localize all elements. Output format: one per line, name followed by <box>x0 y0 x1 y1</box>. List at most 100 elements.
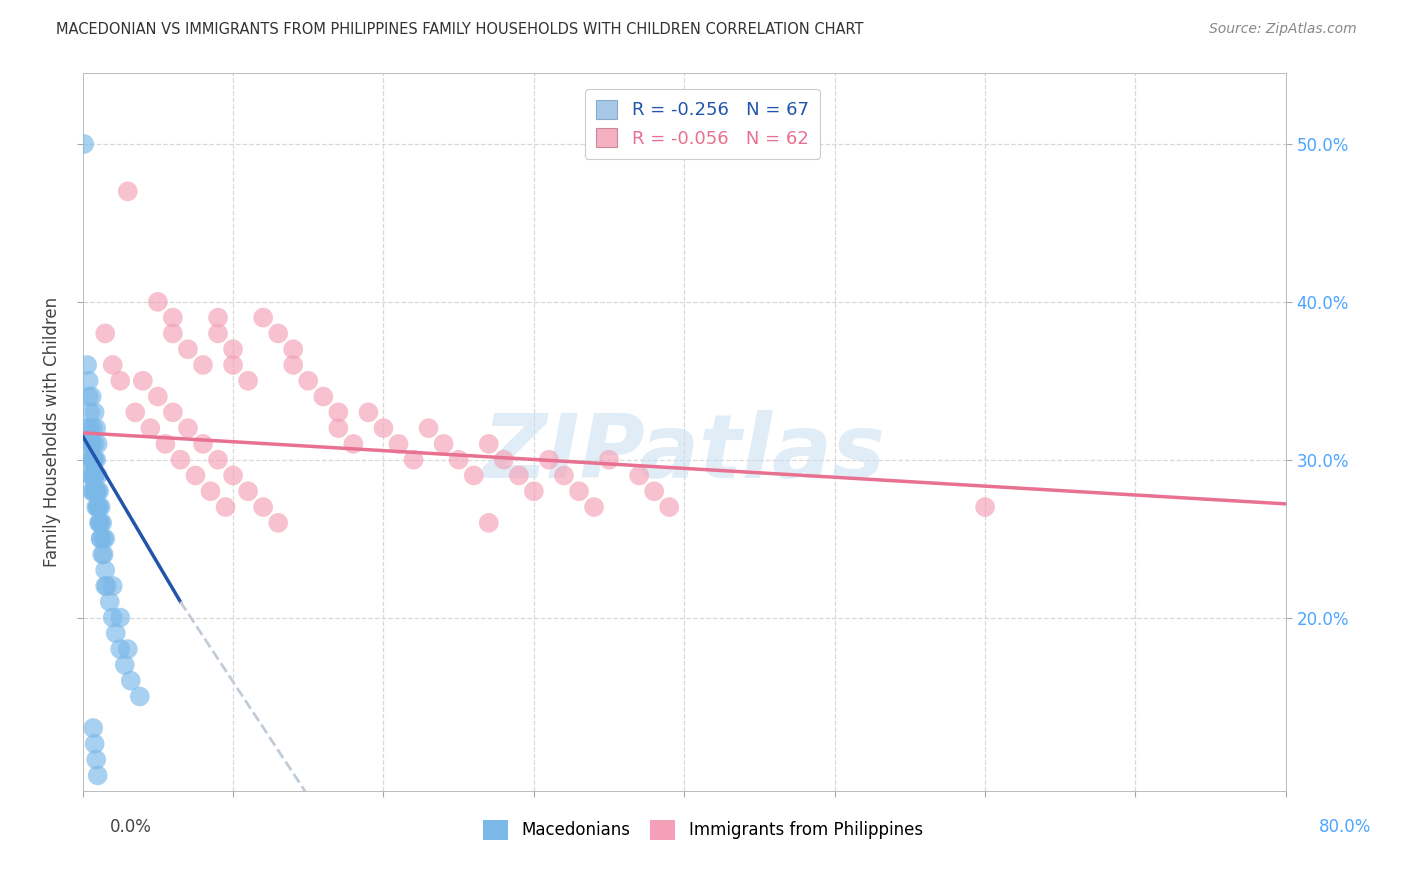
Point <box>79 452 101 467</box>
Point <box>283 342 305 356</box>
Point <box>357 405 380 419</box>
Point <box>110 374 132 388</box>
Text: MACEDONIAN VS IMMIGRANTS FROM PHILIPPINES FAMILY HOUSEHOLDS WITH CHILDREN CORREL: MACEDONIAN VS IMMIGRANTS FROM PHILIPPINE… <box>56 22 863 37</box>
Point <box>402 452 425 467</box>
Point <box>73 136 96 151</box>
Y-axis label: Family Households with Children: Family Households with Children <box>44 297 60 567</box>
Point <box>90 516 112 530</box>
Legend: Macedonians, Immigrants from Philippines: Macedonians, Immigrants from Philippines <box>477 814 929 847</box>
Point <box>80 484 103 499</box>
Point <box>191 437 214 451</box>
Point <box>89 516 111 530</box>
Point <box>236 374 259 388</box>
Point <box>101 610 124 624</box>
Point <box>162 310 184 325</box>
Point <box>117 642 139 657</box>
Point <box>82 452 104 467</box>
Point <box>155 437 177 451</box>
Point <box>86 437 108 451</box>
Point <box>478 437 501 451</box>
Point <box>93 532 115 546</box>
Point <box>77 421 100 435</box>
Point <box>82 721 104 735</box>
Point <box>418 421 440 435</box>
Point <box>82 452 104 467</box>
Point <box>94 532 117 546</box>
Point <box>222 358 245 372</box>
Point <box>184 468 207 483</box>
Point <box>110 642 132 657</box>
Point <box>643 484 665 499</box>
Point <box>89 484 111 499</box>
Point <box>117 185 139 199</box>
Legend: R = -0.256   N = 67, R = -0.056   N = 62: R = -0.256 N = 67, R = -0.056 N = 62 <box>585 89 820 159</box>
Point <box>80 437 103 451</box>
Point <box>110 610 132 624</box>
Point <box>328 421 350 435</box>
Point <box>658 500 681 514</box>
Point <box>582 500 605 514</box>
Point <box>433 437 456 451</box>
Point <box>77 390 100 404</box>
Point <box>207 310 229 325</box>
Point <box>83 484 105 499</box>
Point <box>177 342 200 356</box>
Point <box>94 326 117 341</box>
Point <box>207 326 229 341</box>
Point <box>252 310 274 325</box>
Point <box>267 326 290 341</box>
Point <box>162 326 184 341</box>
Point <box>79 421 101 435</box>
Point <box>91 548 114 562</box>
Point <box>598 452 620 467</box>
Point <box>94 579 117 593</box>
Point <box>76 358 98 372</box>
Point <box>222 468 245 483</box>
Point <box>508 468 530 483</box>
Point <box>267 516 290 530</box>
Point <box>86 500 108 514</box>
Text: Source: ZipAtlas.com: Source: ZipAtlas.com <box>1209 22 1357 37</box>
Point <box>146 390 169 404</box>
Point <box>98 595 121 609</box>
Point <box>146 294 169 309</box>
Point <box>90 500 112 514</box>
Point <box>628 468 651 483</box>
Point <box>86 768 108 782</box>
Point <box>252 500 274 514</box>
Point <box>177 421 200 435</box>
Point <box>83 468 105 483</box>
Point <box>84 484 107 499</box>
Point <box>83 437 105 451</box>
Point <box>101 358 124 372</box>
Point <box>82 468 104 483</box>
Point <box>84 500 107 514</box>
Point <box>328 405 350 419</box>
Point <box>83 737 105 751</box>
Point <box>80 437 103 451</box>
Point <box>974 500 997 514</box>
Point <box>373 421 395 435</box>
Point <box>114 657 136 672</box>
Point <box>79 437 101 451</box>
Point <box>83 468 105 483</box>
Point <box>86 500 108 514</box>
Point <box>342 437 364 451</box>
Point <box>207 452 229 467</box>
Point <box>124 405 146 419</box>
Point <box>84 421 107 435</box>
Point <box>89 500 111 514</box>
Point <box>478 516 501 530</box>
Point <box>236 484 259 499</box>
Point <box>80 452 103 467</box>
Point <box>139 421 162 435</box>
Point <box>86 468 108 483</box>
Point <box>94 563 117 577</box>
Point <box>96 579 118 593</box>
Point <box>84 753 107 767</box>
Point <box>297 374 319 388</box>
Point <box>90 532 112 546</box>
Text: 80.0%: 80.0% <box>1319 818 1372 836</box>
Point <box>120 673 142 688</box>
Point <box>162 405 184 419</box>
